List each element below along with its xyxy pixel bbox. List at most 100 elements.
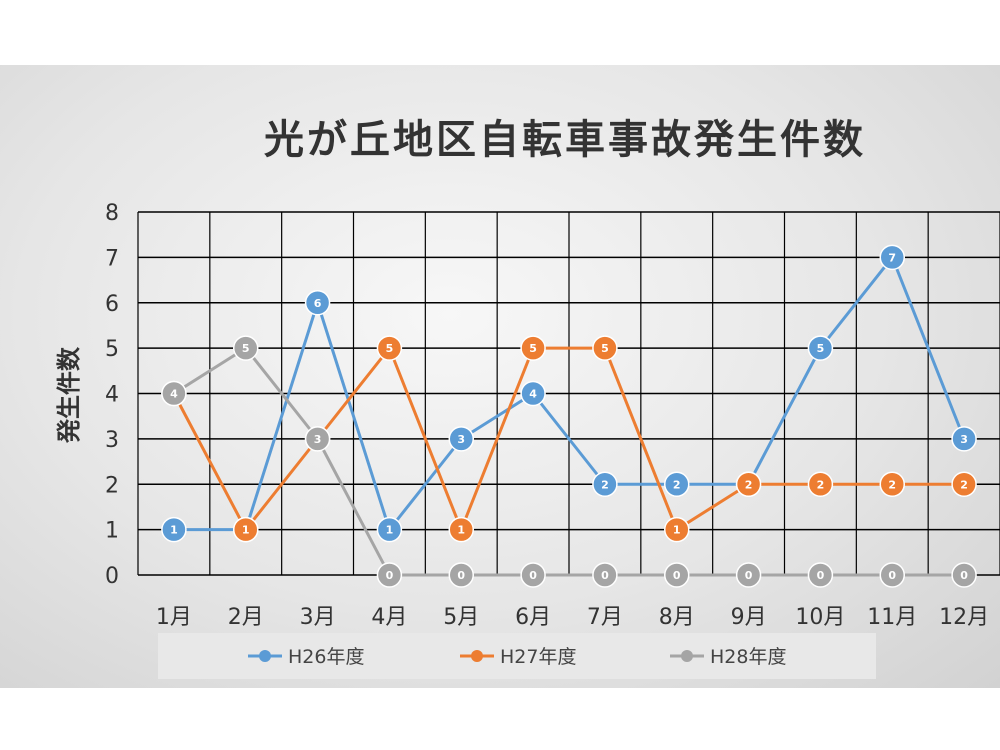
data-label: 1 <box>170 524 178 537</box>
data-label: 4 <box>170 388 178 401</box>
y-tick-label: 5 <box>105 337 119 362</box>
data-point <box>161 380 187 407</box>
y-axis-label: 発生件数 <box>55 346 83 444</box>
x-tick-label: 11月 <box>867 605 917 630</box>
data-label: 0 <box>529 569 537 582</box>
data-label: 6 <box>314 297 322 310</box>
data-point <box>520 335 546 361</box>
data-point <box>664 516 690 543</box>
legend-label: H28年度 <box>710 646 786 668</box>
legend-item: H28年度 <box>670 646 786 668</box>
data-point <box>951 471 977 497</box>
data-label: 0 <box>817 569 825 582</box>
data-label: 0 <box>673 569 681 582</box>
legend-marker <box>681 650 693 662</box>
data-point <box>735 471 762 497</box>
data-point <box>233 516 259 543</box>
data-point <box>664 471 690 497</box>
data-point <box>448 516 474 543</box>
x-tick-label: 9月 <box>731 605 767 630</box>
y-tick-label: 2 <box>105 473 119 498</box>
data-label: 5 <box>601 342 609 355</box>
legend: H26年度 H27年度 H28年度 <box>248 646 786 668</box>
data-label: 0 <box>386 569 394 582</box>
data-point <box>807 335 834 361</box>
data-point <box>735 562 762 588</box>
data-label: 5 <box>242 342 250 355</box>
y-tick-label: 3 <box>105 428 119 453</box>
data-point <box>592 471 618 497</box>
y-axis-ticks: 0 1 2 3 4 5 6 7 8 <box>105 201 119 589</box>
legend-marker <box>259 650 271 662</box>
y-tick-label: 0 <box>105 564 119 589</box>
series-line <box>173 255 966 532</box>
data-point <box>592 335 618 361</box>
data-point <box>879 562 905 588</box>
y-tick-label: 6 <box>105 292 119 317</box>
data-label: 0 <box>888 569 896 582</box>
legend-label: H26年度 <box>288 646 364 668</box>
data-label: 5 <box>386 342 394 355</box>
data-point <box>807 562 834 588</box>
data-label: 5 <box>817 342 825 355</box>
data-label: 2 <box>888 478 896 491</box>
x-tick-label: 2月 <box>228 605 264 630</box>
legend-label: H27年度 <box>500 646 576 668</box>
data-point <box>879 471 905 497</box>
data-label: 0 <box>745 569 753 582</box>
data-label: 2 <box>673 478 681 491</box>
x-tick-label: 1月 <box>156 605 192 630</box>
plot-grid <box>137 211 1000 576</box>
chart-area <box>0 65 1000 688</box>
y-tick-label: 4 <box>105 383 119 408</box>
data-point <box>448 426 474 452</box>
data-label: 0 <box>457 569 465 582</box>
x-tick-label: 4月 <box>371 605 407 630</box>
data-label: 7 <box>888 251 896 264</box>
y-tick-label: 1 <box>105 519 119 544</box>
data-label: 1 <box>386 524 394 537</box>
series-lines: 116134222573413515512222453000000000 <box>161 244 977 588</box>
data-label: 0 <box>960 569 968 582</box>
data-label: 2 <box>745 478 753 491</box>
data-point <box>304 426 331 452</box>
data-point <box>520 380 546 407</box>
data-point <box>879 244 905 271</box>
x-tick-label: 6月 <box>515 605 551 630</box>
data-point <box>376 562 403 588</box>
data-label: 3 <box>960 433 968 446</box>
data-label: 2 <box>817 478 825 491</box>
legend-item: H27年度 <box>460 646 576 668</box>
data-label: 1 <box>242 524 250 537</box>
data-point <box>448 562 474 588</box>
legend-marker <box>471 650 483 662</box>
chart-title: 光が丘地区自転車事故発生件数 <box>264 117 866 163</box>
y-tick-label: 8 <box>105 201 119 226</box>
data-point <box>376 516 403 543</box>
data-point <box>951 562 977 588</box>
data-label: 2 <box>960 478 968 491</box>
series-H28年度: 4 5 3 0 0 0 0 0 0 0 0 0 <box>161 335 977 588</box>
x-tick-label: 8月 <box>659 605 695 630</box>
data-label: 1 <box>457 524 465 537</box>
x-tick-label: 5月 <box>443 605 479 630</box>
x-axis-ticks: 1月 2月 3月 4月 5月 6月 7月 8月 9月 10月 11月 12月 <box>156 605 989 630</box>
data-point <box>376 335 403 361</box>
data-label: 4 <box>529 388 537 401</box>
data-point <box>807 471 834 497</box>
x-tick-label: 3月 <box>300 605 336 630</box>
legend-item: H26年度 <box>248 646 364 668</box>
data-point <box>664 562 690 588</box>
data-point <box>520 562 546 588</box>
data-point <box>233 335 259 361</box>
data-label: 3 <box>457 433 465 446</box>
data-label: 5 <box>529 342 537 355</box>
data-point <box>161 516 187 543</box>
x-tick-label: 7月 <box>587 605 623 630</box>
data-label: 1 <box>673 524 681 537</box>
x-tick-label: 12月 <box>939 605 989 630</box>
data-point <box>951 426 977 452</box>
y-tick-label: 7 <box>105 246 119 271</box>
x-tick-label: 10月 <box>795 605 845 630</box>
